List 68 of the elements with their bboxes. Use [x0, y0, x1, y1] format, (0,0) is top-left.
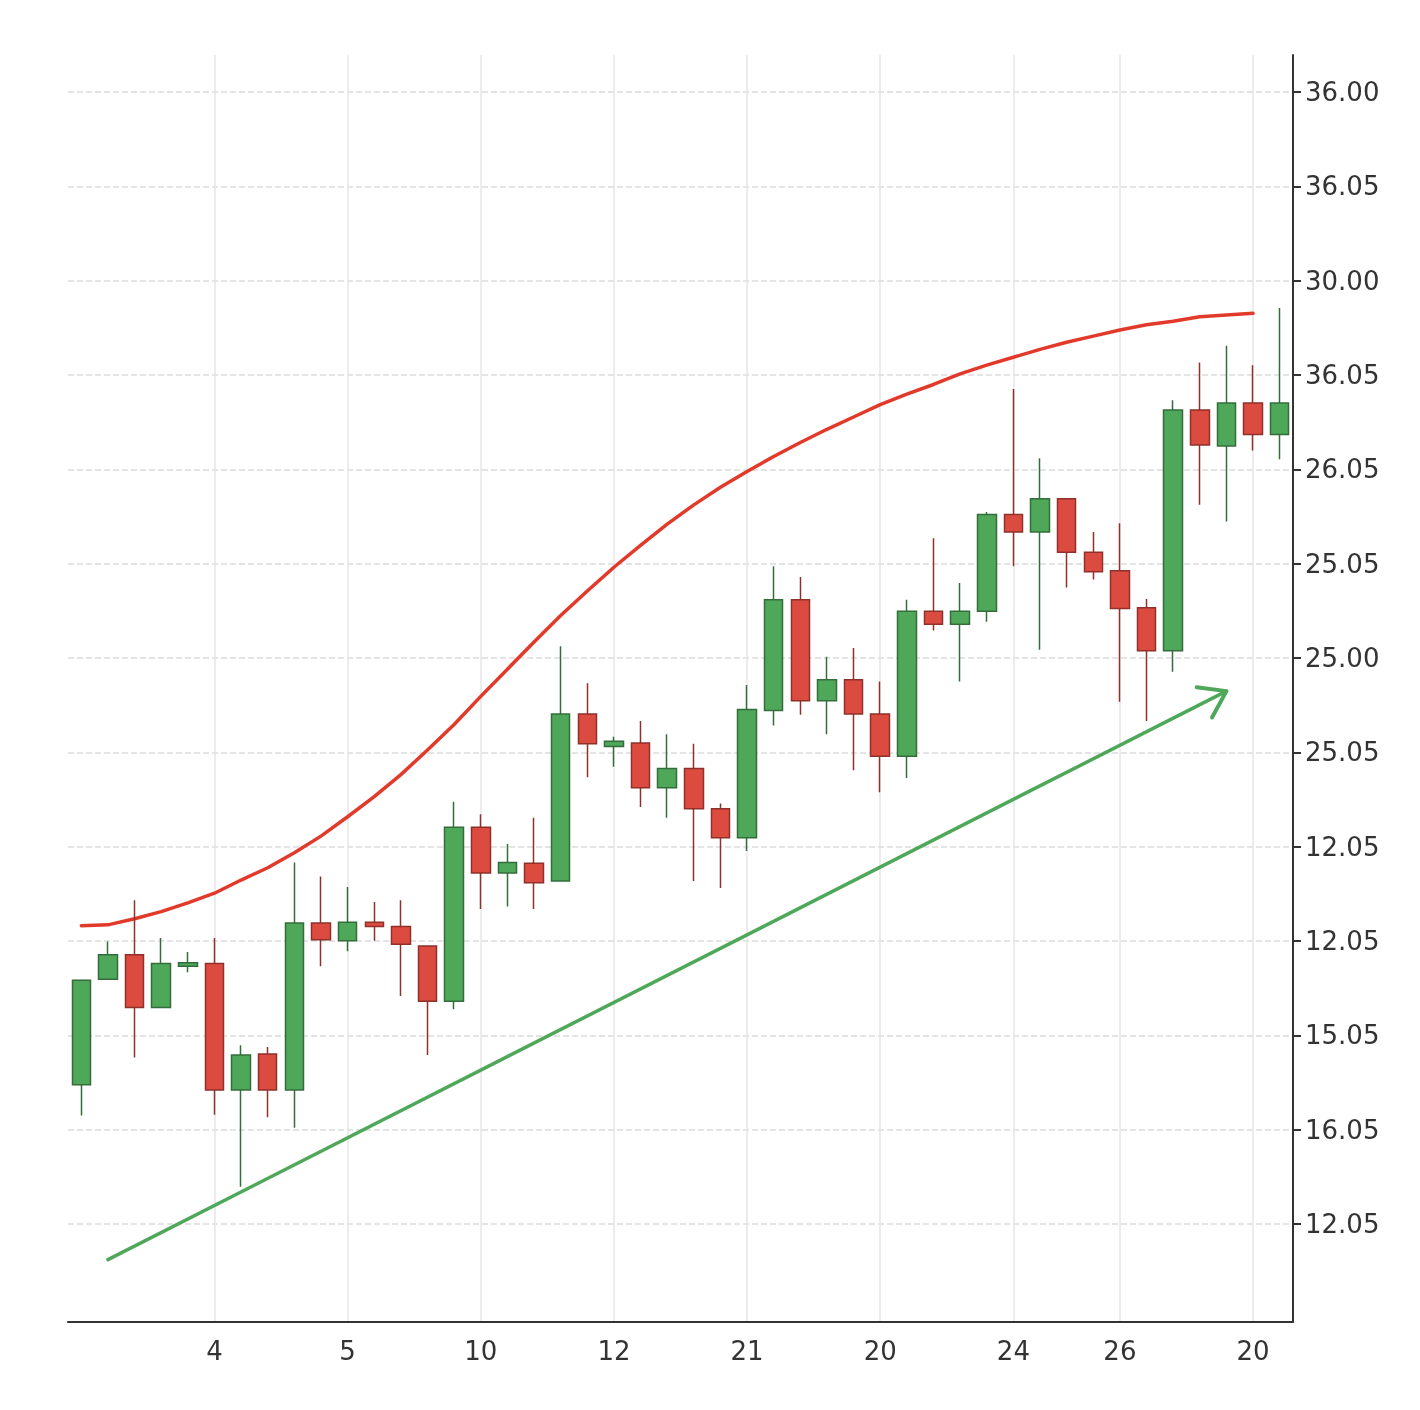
candlestick	[204, 937, 225, 1116]
candlestick	[337, 886, 358, 952]
candlestick	[497, 843, 518, 908]
candlestick	[97, 940, 119, 981]
x-tick-label: 5	[339, 1336, 356, 1366]
candlestick	[124, 899, 145, 1059]
candlestick	[710, 802, 731, 889]
candlestick	[603, 736, 625, 768]
candlestick	[923, 537, 944, 632]
category-label: 36.00	[1305, 77, 1380, 107]
x-tick-label: 10	[464, 1336, 498, 1366]
candlestick	[177, 951, 199, 974]
candlestick	[656, 733, 678, 819]
candlestick	[816, 656, 838, 735]
category-label: 12.05	[1305, 926, 1380, 956]
category-label: 15.05	[1305, 1020, 1380, 1051]
candlestick	[257, 1046, 278, 1119]
category-label: 36.05	[1305, 360, 1380, 390]
x-tick-label: 20	[1236, 1336, 1270, 1366]
category-label: 12.05	[1305, 831, 1380, 862]
candlestick	[284, 861, 305, 1129]
candlestick	[390, 899, 412, 997]
candlestick	[869, 680, 891, 793]
candlestick	[1162, 399, 1184, 673]
candlestick	[1003, 388, 1024, 568]
candlestick	[630, 720, 651, 808]
category-label: 30.00	[1305, 265, 1380, 296]
category-label: 36.05	[1305, 171, 1380, 202]
candlestick	[736, 684, 758, 852]
category-label: 26.05	[1305, 454, 1380, 485]
candlestick	[763, 565, 784, 727]
candlestick	[1109, 522, 1131, 703]
candlestick	[550, 645, 571, 882]
candlestick	[150, 937, 172, 1009]
candlestick	[364, 901, 385, 942]
candlestick	[523, 816, 545, 910]
category-label: 12.05	[1305, 1209, 1380, 1239]
candlestick	[1216, 345, 1237, 523]
candlestick	[1269, 307, 1290, 460]
candlestick	[683, 743, 705, 882]
candlestick	[470, 813, 492, 910]
x-tick-label: 21	[730, 1336, 764, 1366]
candlestick	[1189, 361, 1211, 506]
candlestick	[71, 979, 92, 1117]
x-tick-label: 26	[1103, 1336, 1137, 1366]
candlestick	[1056, 497, 1077, 589]
category-label: 25.05	[1305, 548, 1380, 579]
category-label: 25.00	[1305, 643, 1380, 673]
candlestick	[310, 875, 332, 967]
x-tick-label: 4	[206, 1336, 223, 1366]
x-tick-label: 12	[597, 1336, 631, 1366]
category-label: 16.05	[1305, 1114, 1380, 1145]
candlestick	[230, 1044, 252, 1188]
candlestick	[976, 511, 998, 623]
candlestick	[896, 599, 918, 779]
candlestick	[843, 647, 864, 771]
candlestick	[1136, 598, 1157, 722]
candlestick	[577, 682, 598, 778]
candlestick	[1242, 364, 1264, 452]
x-tick-label: 20	[863, 1336, 897, 1366]
candlestick	[443, 801, 465, 1010]
candlestick	[1083, 531, 1104, 581]
candlestick	[790, 576, 811, 716]
candlestick	[417, 945, 438, 1056]
candlestick	[949, 582, 971, 683]
category-label: 25.05	[1305, 737, 1380, 768]
candlestick	[1029, 457, 1051, 651]
x-tick-label: 24	[996, 1336, 1030, 1366]
